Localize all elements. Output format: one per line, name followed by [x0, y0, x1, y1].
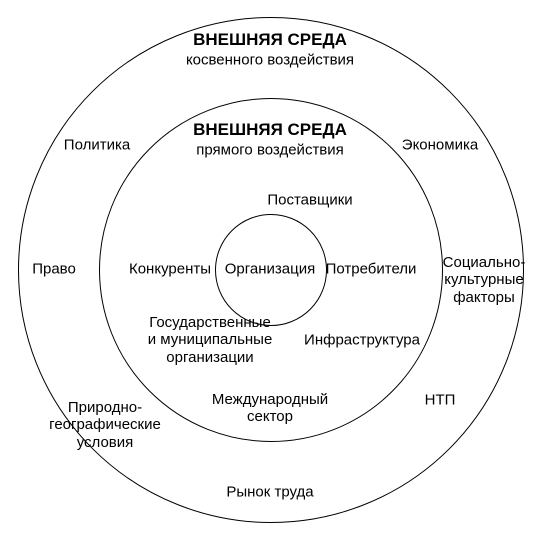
socio-label: Социально- культурные факторы [443, 254, 526, 306]
ntp-label: НТП [425, 391, 456, 408]
law-label: Право [32, 260, 76, 277]
diagram-stage: ВНЕШНЯЯ СРЕДА косвенного воздействия ВНЕ… [0, 0, 539, 538]
labor-label: Рынок труда [226, 483, 313, 500]
consumers-label: Потребители [326, 260, 417, 277]
nature-label: Природно- географические условия [49, 399, 161, 451]
middle-subtitle: прямого воздействия [196, 141, 344, 158]
outer-subtitle: косвенного воздействия [186, 51, 354, 68]
politics-label: Политика [64, 136, 130, 153]
center-label: Организация [225, 260, 315, 277]
gov-label: Государственные и муниципальные организа… [148, 314, 273, 366]
economy-label: Экономика [402, 136, 478, 153]
suppliers-label: Поставщики [267, 191, 352, 208]
competitors-label: Конкуренты [129, 260, 211, 277]
outer-title: ВНЕШНЯЯ СРЕДА [193, 30, 347, 50]
intl-label: Международный сектор [212, 391, 328, 426]
infra-label: Инфраструктура [304, 331, 420, 348]
middle-title: ВНЕШНЯЯ СРЕДА [193, 120, 347, 140]
